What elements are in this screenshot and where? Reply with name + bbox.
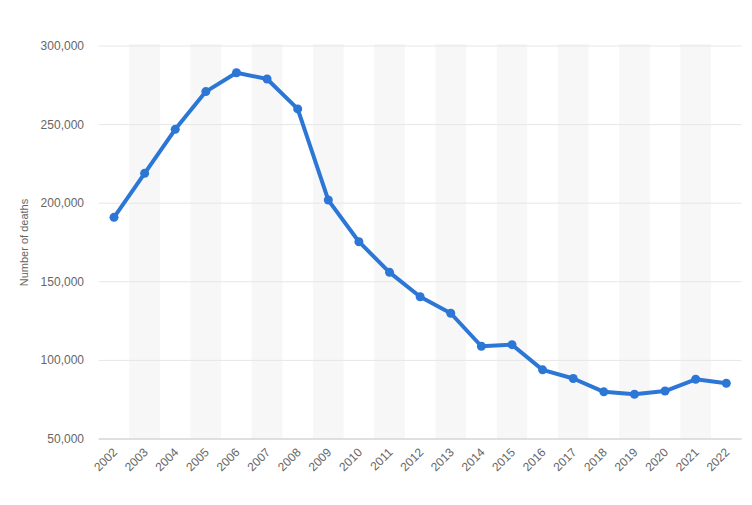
point[interactable]: [416, 292, 425, 301]
point[interactable]: [507, 340, 516, 349]
y-tick-label: 100,000: [41, 353, 85, 367]
y-axis-label: Number of deaths: [18, 198, 30, 286]
x-tick-label: 2003: [122, 445, 151, 474]
grid-line: [99, 124, 742, 125]
x-tick-label: 2011: [368, 445, 396, 473]
x-tick-label: 2019: [612, 445, 641, 474]
point[interactable]: [446, 309, 455, 318]
point[interactable]: [691, 375, 700, 384]
line: [114, 73, 726, 394]
x-tick-label: 2022: [704, 445, 733, 474]
bands: [129, 44, 711, 439]
band: [313, 44, 344, 439]
x-tick-label: 2018: [581, 445, 610, 474]
point[interactable]: [599, 387, 608, 396]
point[interactable]: [722, 379, 731, 388]
y-tick-label: 50,000: [47, 432, 84, 446]
point[interactable]: [385, 268, 394, 277]
x-tick-label: 2013: [428, 445, 457, 474]
y-tick-label: 250,000: [41, 118, 85, 132]
point[interactable]: [140, 169, 149, 178]
y-axis: 50,000 100,000 150,000 200,000 250,000 300,00…: [41, 39, 742, 446]
x-tick-label: 2015: [489, 445, 518, 474]
point[interactable]: [538, 365, 547, 374]
x-tick-label: 2006: [214, 445, 243, 474]
band: [374, 44, 405, 439]
point[interactable]: [293, 104, 302, 113]
grid-line: [99, 439, 742, 440]
x-tick-label: 2014: [459, 445, 488, 474]
x-axis: 2002200320042005200620072008200920102011…: [91, 445, 732, 474]
point[interactable]: [171, 125, 180, 134]
grid-line: [99, 360, 742, 361]
point[interactable]: [201, 87, 210, 96]
x-tick-label: 2009: [306, 445, 335, 474]
y-tick-label: 150,000: [41, 275, 85, 289]
band: [619, 44, 650, 439]
x-tick-label: 2012: [397, 445, 426, 474]
x-tick-label: 2010: [336, 445, 365, 474]
chart-container: 50,000 100,000 150,000 200,000 250,000 300,00…: [0, 0, 752, 505]
point[interactable]: [569, 374, 578, 383]
x-tick-label: 2021: [673, 445, 702, 474]
band: [435, 44, 466, 439]
point[interactable]: [661, 387, 670, 396]
grid-line: [99, 281, 742, 282]
x-tick-label: 2016: [520, 445, 549, 474]
x-axis-line: [99, 439, 742, 440]
x-tick-label: 2005: [183, 445, 212, 474]
x-tick-label: 2008: [275, 445, 304, 474]
band: [497, 44, 528, 439]
x-tick-label: 2020: [642, 445, 671, 474]
band: [558, 44, 589, 439]
point[interactable]: [354, 237, 363, 246]
grid-line: [99, 203, 742, 204]
grid-line: [99, 46, 742, 47]
x-tick-label: 2007: [244, 445, 273, 474]
x-tick-label: 2017: [551, 445, 580, 474]
point[interactable]: [263, 75, 272, 84]
chart: 50,000 100,000 150,000 200,000 250,000 300,00…: [0, 0, 752, 505]
point[interactable]: [630, 390, 639, 399]
point[interactable]: [477, 342, 486, 351]
point[interactable]: [110, 213, 119, 222]
y-tick-label: 200,000: [41, 196, 85, 210]
x-tick-label: 2004: [153, 445, 182, 474]
band: [252, 44, 283, 439]
x-tick-label: 2002: [91, 445, 120, 474]
series: [110, 68, 731, 398]
band: [129, 44, 160, 439]
y-tick-label: 300,000: [41, 39, 85, 53]
point[interactable]: [324, 196, 333, 205]
point[interactable]: [232, 68, 241, 77]
